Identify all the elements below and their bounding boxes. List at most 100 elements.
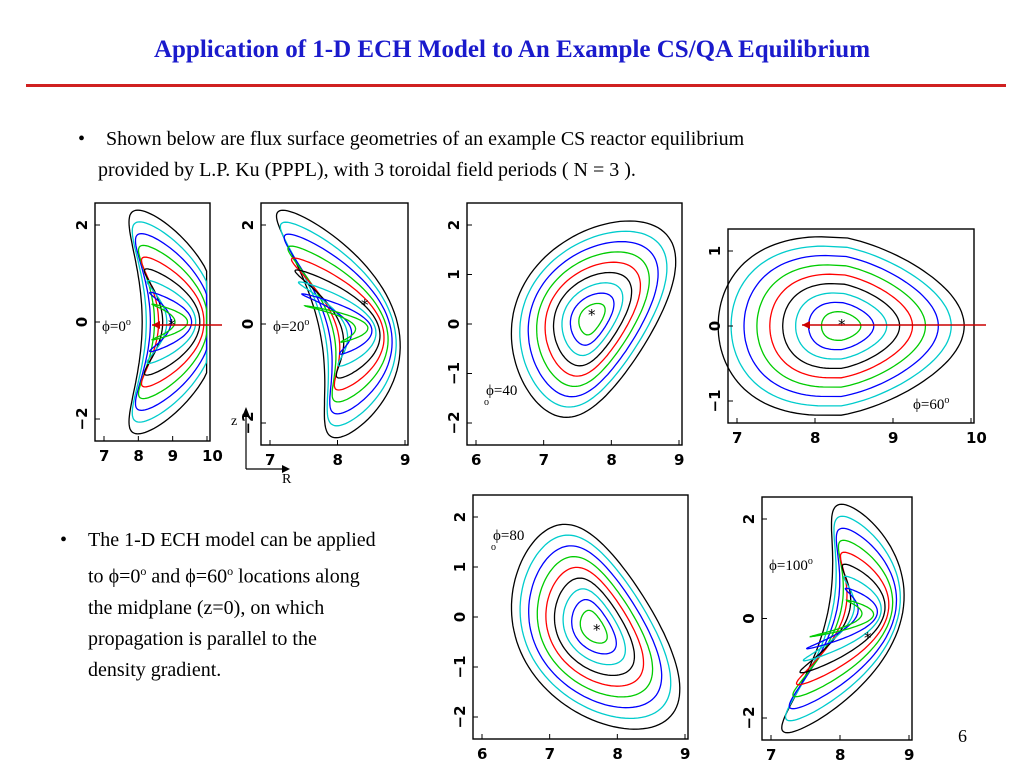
bullet-2-line-4: propagation is parallel to the (88, 627, 317, 650)
phi-label: ϕ=80 o (491, 528, 527, 553)
x-tick-label: 8 (333, 451, 343, 469)
flux-surface-contour (571, 598, 617, 655)
title-divider (26, 84, 1006, 87)
x-tick-label: 9 (168, 447, 178, 465)
flux-surface-contour (294, 269, 381, 379)
x-tick-label: 7 (545, 745, 555, 763)
x-tick-label: 9 (888, 429, 898, 447)
y-tick-label: −2 (740, 706, 758, 729)
flux-surface-contour (578, 302, 606, 336)
axis-indicator (242, 407, 290, 473)
magnetic-axis-marker: * (588, 306, 596, 324)
flux-surface-contour (795, 551, 890, 686)
flux-surface-contour (275, 209, 401, 439)
flux-surface-contour (545, 566, 645, 687)
flux-surface-contour (528, 545, 663, 709)
bullet-marker: • (60, 529, 68, 551)
y-tick-label: −2 (239, 411, 257, 434)
flux-surface-contour (519, 230, 668, 408)
flux-surface-svg: * 7 8 9 2 0 −2 (740, 496, 914, 764)
flux-plot-phi-100: * 7 8 9 2 0 −2 ϕ=100o (725, 490, 920, 770)
y-tick-label: 0 (73, 317, 91, 327)
flux-surface-contour (788, 527, 898, 710)
flux-surface-contour (795, 292, 888, 360)
propagation-arrowhead (152, 321, 160, 329)
flux-surface-contour (510, 523, 681, 730)
x-tick-label: 6 (477, 745, 487, 763)
flux-surface-contour (297, 281, 377, 367)
bullet-2-line-1: The 1-D ECH model can be applied (88, 529, 376, 551)
bullet-1-line-2: provided by L.P. Ku (PPPL), with 3 toroi… (98, 159, 636, 181)
flux-surface-contour (536, 251, 650, 388)
flux-surface-contour (134, 232, 208, 412)
x-tick-label: 9 (680, 745, 690, 763)
flux-surface-contour (569, 292, 615, 346)
x-tick-label: 6 (471, 451, 481, 469)
y-tick-label: 0 (740, 613, 758, 623)
flux-surface-contour (553, 577, 636, 677)
flux-surface-contour (799, 563, 886, 674)
flux-surface-contour (149, 291, 193, 353)
x-tick-label: 7 (99, 447, 109, 465)
page-number: 6 (958, 726, 967, 746)
bullet-2-line-3: the midplane (z=0), on which (88, 596, 325, 619)
flux-surface-contour (143, 268, 201, 376)
flux-surface-contour (131, 221, 208, 423)
flux-surface-contour (552, 271, 633, 367)
flux-surface-contour (562, 588, 627, 666)
bullet-2-line-2: to ϕ=0o and ϕ=60o locations along (88, 564, 360, 588)
flux-surface-contour (287, 245, 389, 403)
flux-surface-contour (279, 221, 397, 427)
flux-surface-contour (510, 220, 677, 418)
y-tick-label: 2 (73, 220, 91, 230)
flux-plot-phi-40: * 6 7 8 9 2 1 0 −1 −2 ϕ=40 o (430, 195, 690, 485)
y-tick-label: 1 (445, 269, 463, 279)
x-tick-label: 8 (810, 429, 820, 447)
flux-surface-contour (820, 311, 862, 341)
flux-surface-contour (769, 273, 914, 379)
x-tick-label: 7 (766, 746, 776, 764)
flux-surface-contour (303, 305, 369, 343)
flux-surface-contour (792, 539, 894, 698)
flux-plot-phi-80: * 6 7 8 9 2 1 0 −1 −2 ϕ=80 o (435, 490, 695, 770)
flux-surface-contour (802, 575, 882, 662)
bullet-1-line-1: Shown below are flux surface geometries … (106, 128, 745, 150)
flux-surface-contour (579, 609, 608, 644)
y-tick-label: −2 (445, 411, 463, 434)
y-tick-label: −1 (451, 655, 469, 678)
phi-label: ϕ=40 o (484, 383, 520, 408)
y-tick-label: 0 (239, 319, 257, 329)
flux-surface-contour (805, 587, 879, 650)
y-tick-label: −2 (451, 705, 469, 728)
flux-surface-contour (151, 303, 189, 341)
z-label: z (231, 414, 238, 429)
flux-surface-contour (527, 240, 659, 398)
flux-surface-contour (561, 282, 624, 357)
x-tick-label: 9 (400, 451, 410, 469)
x-tick-label: 10 (202, 447, 223, 465)
y-tick-label: 1 (706, 246, 724, 256)
flux-surface-contour (137, 244, 208, 400)
y-tick-label: 0 (451, 612, 469, 622)
y-tick-label: 2 (451, 512, 469, 522)
flux-surface-contour (128, 209, 208, 435)
flux-plot-phi-60: * 7 8 9 10 1 0 −1 ϕ=60o (695, 215, 995, 475)
r-arrowhead (282, 465, 290, 473)
flux-surface-contour (290, 257, 385, 391)
flux-surface-contour (781, 503, 905, 734)
flux-surface-contour (301, 293, 373, 355)
y-tick-label: 0 (706, 321, 724, 331)
bullet-2-line-5: density gradient. (88, 658, 222, 681)
z-arrowhead (242, 407, 250, 417)
slide-title: Application of 1-D ECH Model to An Examp… (153, 36, 871, 63)
x-tick-label: 8 (606, 451, 616, 469)
y-tick-label: 2 (445, 220, 463, 230)
flux-surface-contour (756, 264, 927, 388)
magnetic-axis-marker: * (593, 621, 601, 639)
x-tick-label: 9 (904, 746, 914, 764)
x-tick-label: 9 (674, 451, 684, 469)
x-tick-label: 7 (265, 451, 275, 469)
flux-surface-contour (146, 279, 197, 365)
flux-surface-contour (283, 233, 393, 415)
